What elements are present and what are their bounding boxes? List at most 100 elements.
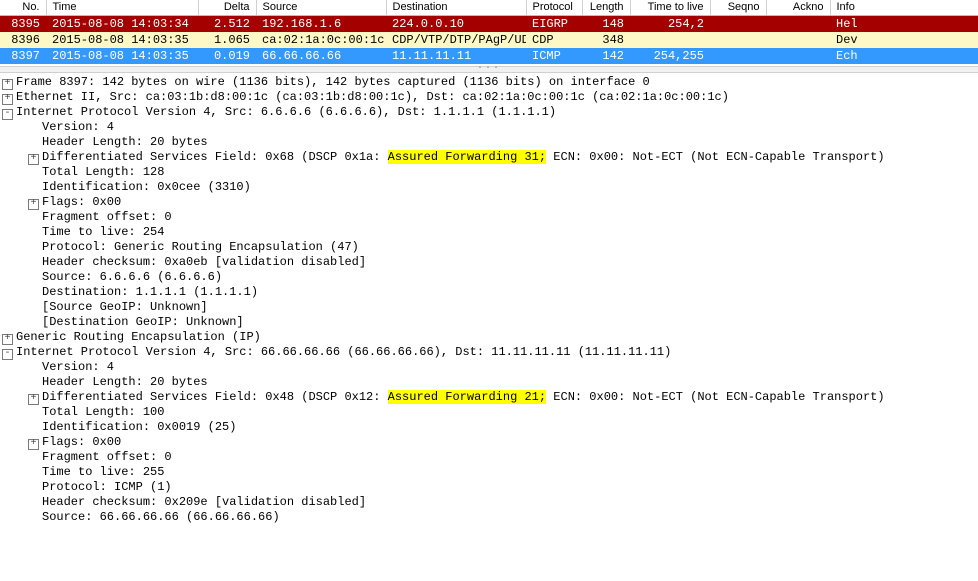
column-header[interactable]: Protocol	[526, 0, 582, 16]
detail-row[interactable]: -Internet Protocol Version 4, Src: 6.6.6…	[0, 105, 978, 120]
highlighted-text: Assured Forwarding 21;	[388, 390, 546, 404]
detail-row[interactable]: +Generic Routing Encapsulation (IP)	[0, 330, 978, 345]
packet-row[interactable]: 83972015-08-08 14:03:350.01966.66.66.661…	[0, 48, 978, 64]
detail-row[interactable]: +Frame 8397: 142 bytes on wire (1136 bit…	[0, 75, 978, 90]
packet-cell: 2015-08-08 14:03:34	[46, 16, 198, 33]
detail-row[interactable]: +Differentiated Services Field: 0x48 (DS…	[0, 390, 978, 405]
packet-cell: 11.11.11.11	[386, 48, 526, 64]
detail-row[interactable]: Header checksum: 0xa0eb [validation disa…	[0, 255, 978, 270]
detail-row[interactable]: +Flags: 0x00	[0, 195, 978, 210]
detail-text: Version: 4	[42, 120, 114, 135]
packet-list-header: No.TimeDeltaSourceDestinationProtocolLen…	[0, 0, 978, 16]
detail-text: Total Length: 128	[42, 165, 164, 180]
packet-cell	[710, 16, 766, 33]
packet-row[interactable]: 83962015-08-08 14:03:351.065ca:02:1a:0c:…	[0, 32, 978, 48]
expand-icon[interactable]: +	[28, 154, 39, 165]
packet-cell: 2015-08-08 14:03:35	[46, 32, 198, 48]
packet-cell: Dev	[830, 32, 978, 48]
collapse-icon[interactable]: -	[2, 109, 13, 120]
detail-row[interactable]: Time to live: 254	[0, 225, 978, 240]
packet-row[interactable]: 83952015-08-08 14:03:342.512192.168.1.62…	[0, 16, 978, 33]
expand-icon[interactable]: +	[2, 94, 13, 105]
detail-text: Source: 66.66.66.66 (66.66.66.66)	[42, 510, 280, 525]
detail-text: Total Length: 100	[42, 405, 164, 420]
expand-icon[interactable]: +	[2, 334, 13, 345]
packet-cell	[710, 32, 766, 48]
packet-cell: 0.019	[198, 48, 256, 64]
detail-text: Header Length: 20 bytes	[42, 135, 208, 150]
detail-row[interactable]: Header Length: 20 bytes	[0, 135, 978, 150]
detail-text: Frame 8397: 142 bytes on wire (1136 bits…	[16, 75, 650, 90]
packet-cell: 142	[582, 48, 630, 64]
detail-row[interactable]: Protocol: ICMP (1)	[0, 480, 978, 495]
detail-text: Version: 4	[42, 360, 114, 375]
detail-text: Internet Protocol Version 4, Src: 6.6.6.…	[16, 105, 556, 120]
detail-text: Protocol: ICMP (1)	[42, 480, 172, 495]
detail-row[interactable]: Fragment offset: 0	[0, 210, 978, 225]
detail-row[interactable]: -Internet Protocol Version 4, Src: 66.66…	[0, 345, 978, 360]
packet-cell: CDP	[526, 32, 582, 48]
detail-row[interactable]: Version: 4	[0, 120, 978, 135]
packet-cell	[766, 16, 830, 33]
expand-icon[interactable]: +	[2, 79, 13, 90]
expand-icon[interactable]: +	[28, 199, 39, 210]
packet-cell: Ech	[830, 48, 978, 64]
pane-splitter[interactable]	[0, 66, 978, 73]
highlighted-text: Assured Forwarding 31;	[388, 150, 546, 164]
detail-row[interactable]: Version: 4	[0, 360, 978, 375]
packet-cell: Hel	[830, 16, 978, 33]
collapse-icon[interactable]: -	[2, 349, 13, 360]
column-header[interactable]: Info	[830, 0, 978, 16]
column-header[interactable]: Time to live	[630, 0, 710, 16]
detail-text: Fragment offset: 0	[42, 210, 172, 225]
column-header[interactable]: No.	[0, 0, 46, 16]
detail-row[interactable]: Source: 66.66.66.66 (66.66.66.66)	[0, 510, 978, 525]
detail-row[interactable]: Header Length: 20 bytes	[0, 375, 978, 390]
detail-row[interactable]: Time to live: 255	[0, 465, 978, 480]
column-header[interactable]: Delta	[198, 0, 256, 16]
detail-row[interactable]: +Flags: 0x00	[0, 435, 978, 450]
detail-row[interactable]: Destination: 1.1.1.1 (1.1.1.1)	[0, 285, 978, 300]
detail-text: Header checksum: 0x209e [validation disa…	[42, 495, 366, 510]
column-header[interactable]: Time	[46, 0, 198, 16]
column-header[interactable]: Destination	[386, 0, 526, 16]
packet-cell: 348	[582, 32, 630, 48]
detail-row[interactable]: Total Length: 100	[0, 405, 978, 420]
column-header[interactable]: Seqno	[710, 0, 766, 16]
detail-text: Header checksum: 0xa0eb [validation disa…	[42, 255, 366, 270]
packet-list-table[interactable]: No.TimeDeltaSourceDestinationProtocolLen…	[0, 0, 978, 66]
detail-text: Source: 6.6.6.6 (6.6.6.6)	[42, 270, 222, 285]
detail-text: Identification: 0x0019 (25)	[42, 420, 236, 435]
packet-cell: 2.512	[198, 16, 256, 33]
detail-text: Generic Routing Encapsulation (IP)	[16, 330, 261, 345]
packet-cell	[630, 32, 710, 48]
detail-row[interactable]: Source: 6.6.6.6 (6.6.6.6)	[0, 270, 978, 285]
detail-text: [Destination GeoIP: Unknown]	[42, 315, 244, 330]
packet-cell: ICMP	[526, 48, 582, 64]
detail-row[interactable]: Total Length: 128	[0, 165, 978, 180]
column-header[interactable]: Source	[256, 0, 386, 16]
packet-cell: 1.065	[198, 32, 256, 48]
detail-text: Time to live: 255	[42, 465, 164, 480]
expand-icon[interactable]: +	[28, 439, 39, 450]
detail-row[interactable]: Fragment offset: 0	[0, 450, 978, 465]
detail-text: Header Length: 20 bytes	[42, 375, 208, 390]
column-header[interactable]: Length	[582, 0, 630, 16]
detail-row[interactable]: Protocol: Generic Routing Encapsulation …	[0, 240, 978, 255]
detail-text: Flags: 0x00	[42, 195, 121, 210]
detail-row[interactable]: +Ethernet II, Src: ca:03:1b:d8:00:1c (ca…	[0, 90, 978, 105]
packet-cell	[766, 48, 830, 64]
packet-cell: 2015-08-08 14:03:35	[46, 48, 198, 64]
detail-text: Differentiated Services Field: 0x68 (DSC…	[42, 150, 885, 165]
detail-row[interactable]: +Differentiated Services Field: 0x68 (DS…	[0, 150, 978, 165]
detail-row[interactable]: [Source GeoIP: Unknown]	[0, 300, 978, 315]
packet-cell: 192.168.1.6	[256, 16, 386, 33]
detail-row[interactable]: Identification: 0x0cee (3310)	[0, 180, 978, 195]
expand-icon[interactable]: +	[28, 394, 39, 405]
detail-row[interactable]: [Destination GeoIP: Unknown]	[0, 315, 978, 330]
detail-row[interactable]: Header checksum: 0x209e [validation disa…	[0, 495, 978, 510]
column-header[interactable]: Ackno	[766, 0, 830, 16]
packet-details-tree[interactable]: +Frame 8397: 142 bytes on wire (1136 bit…	[0, 73, 978, 525]
detail-row[interactable]: Identification: 0x0019 (25)	[0, 420, 978, 435]
detail-text: Protocol: Generic Routing Encapsulation …	[42, 240, 359, 255]
